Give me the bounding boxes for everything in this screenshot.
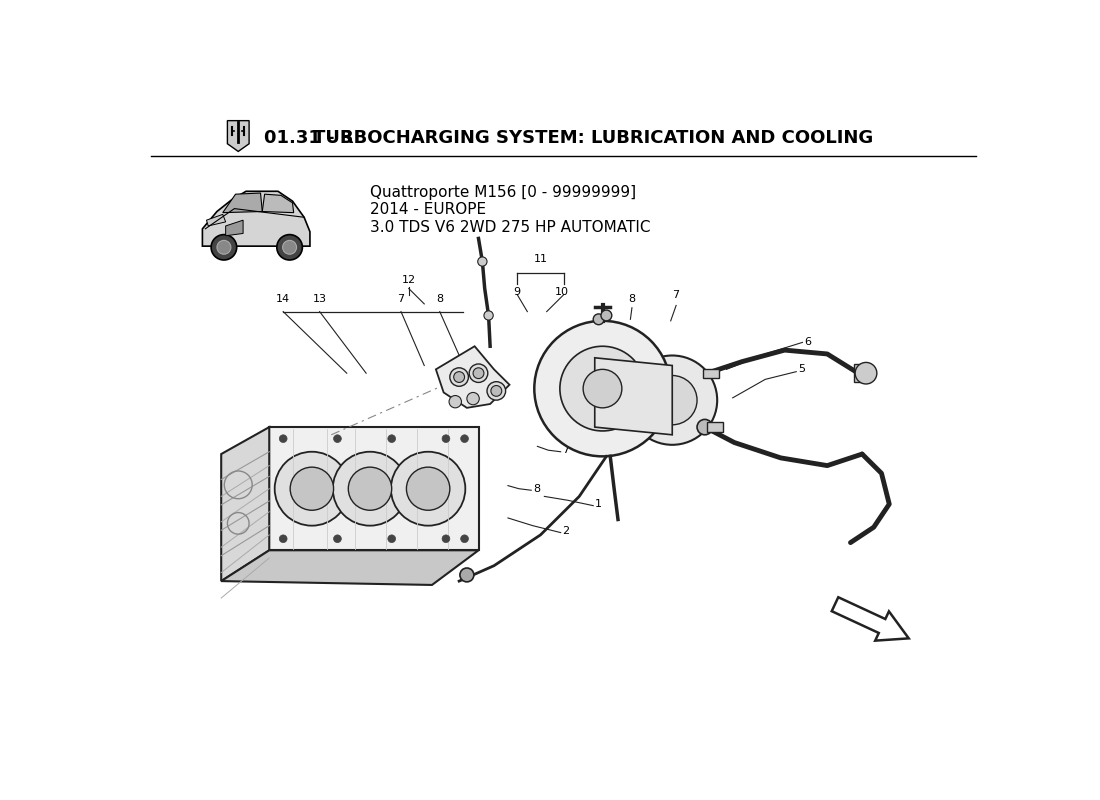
Circle shape xyxy=(583,370,621,408)
Circle shape xyxy=(466,393,480,405)
Circle shape xyxy=(461,535,469,542)
Text: 3: 3 xyxy=(679,395,685,405)
Circle shape xyxy=(349,467,392,510)
Text: 6: 6 xyxy=(804,338,811,347)
Text: 13: 13 xyxy=(312,294,327,304)
Circle shape xyxy=(283,240,297,254)
Polygon shape xyxy=(855,364,870,382)
Text: 8: 8 xyxy=(437,294,443,304)
Text: Quattroporte M156 [0 - 99999999]: Quattroporte M156 [0 - 99999999] xyxy=(370,185,636,199)
Circle shape xyxy=(279,535,287,542)
Circle shape xyxy=(473,368,484,378)
Text: 2014 - EUROPE: 2014 - EUROPE xyxy=(370,202,486,218)
Circle shape xyxy=(477,257,487,266)
Circle shape xyxy=(627,355,717,445)
Text: 9: 9 xyxy=(514,287,520,297)
Circle shape xyxy=(450,368,469,386)
Polygon shape xyxy=(226,220,243,236)
Circle shape xyxy=(290,467,333,510)
Text: 3.0 TDS V6 2WD 275 HP AUTOMATIC: 3.0 TDS V6 2WD 275 HP AUTOMATIC xyxy=(370,220,650,235)
Circle shape xyxy=(388,434,396,442)
Circle shape xyxy=(697,419,713,435)
Circle shape xyxy=(277,234,302,260)
Circle shape xyxy=(461,434,469,442)
Circle shape xyxy=(406,467,450,510)
Circle shape xyxy=(484,311,493,320)
Text: 1: 1 xyxy=(595,499,602,509)
Circle shape xyxy=(449,395,462,408)
Text: 8: 8 xyxy=(628,294,636,304)
Circle shape xyxy=(217,240,231,254)
Polygon shape xyxy=(262,194,294,213)
Polygon shape xyxy=(270,427,478,550)
Circle shape xyxy=(275,452,349,526)
Polygon shape xyxy=(202,191,310,246)
Polygon shape xyxy=(221,427,270,581)
Polygon shape xyxy=(228,121,249,151)
Polygon shape xyxy=(703,369,718,378)
Polygon shape xyxy=(595,358,672,435)
Text: 2: 2 xyxy=(562,526,570,536)
Text: 01.31 - 3: 01.31 - 3 xyxy=(264,130,360,147)
Circle shape xyxy=(491,386,502,396)
Circle shape xyxy=(333,535,341,542)
Circle shape xyxy=(453,372,464,382)
Circle shape xyxy=(560,346,645,431)
Polygon shape xyxy=(832,598,909,641)
Circle shape xyxy=(470,364,487,382)
Circle shape xyxy=(487,382,506,400)
Text: 7: 7 xyxy=(397,294,405,304)
Text: 7: 7 xyxy=(562,445,570,455)
Text: 5: 5 xyxy=(798,364,805,374)
Text: 4: 4 xyxy=(679,430,685,440)
Polygon shape xyxy=(207,214,226,226)
Circle shape xyxy=(390,452,465,526)
Circle shape xyxy=(442,535,450,542)
Circle shape xyxy=(279,434,287,442)
Circle shape xyxy=(855,362,877,384)
Polygon shape xyxy=(436,346,509,408)
Text: 10: 10 xyxy=(556,287,569,297)
Circle shape xyxy=(593,314,604,325)
Text: 7: 7 xyxy=(672,290,680,300)
Circle shape xyxy=(388,535,396,542)
Text: 14: 14 xyxy=(276,294,290,304)
Polygon shape xyxy=(221,550,478,585)
Circle shape xyxy=(648,375,697,425)
Circle shape xyxy=(601,310,612,321)
Circle shape xyxy=(460,568,474,582)
Polygon shape xyxy=(222,193,262,213)
Circle shape xyxy=(211,234,236,260)
Circle shape xyxy=(442,434,450,442)
Polygon shape xyxy=(707,422,723,432)
Text: 12: 12 xyxy=(402,274,416,285)
Circle shape xyxy=(333,452,407,526)
Text: 8: 8 xyxy=(532,484,540,494)
Circle shape xyxy=(535,321,671,456)
Text: 11: 11 xyxy=(534,254,548,264)
Circle shape xyxy=(333,434,341,442)
Text: TURBOCHARGING SYSTEM: LUBRICATION AND COOLING: TURBOCHARGING SYSTEM: LUBRICATION AND CO… xyxy=(312,130,873,147)
